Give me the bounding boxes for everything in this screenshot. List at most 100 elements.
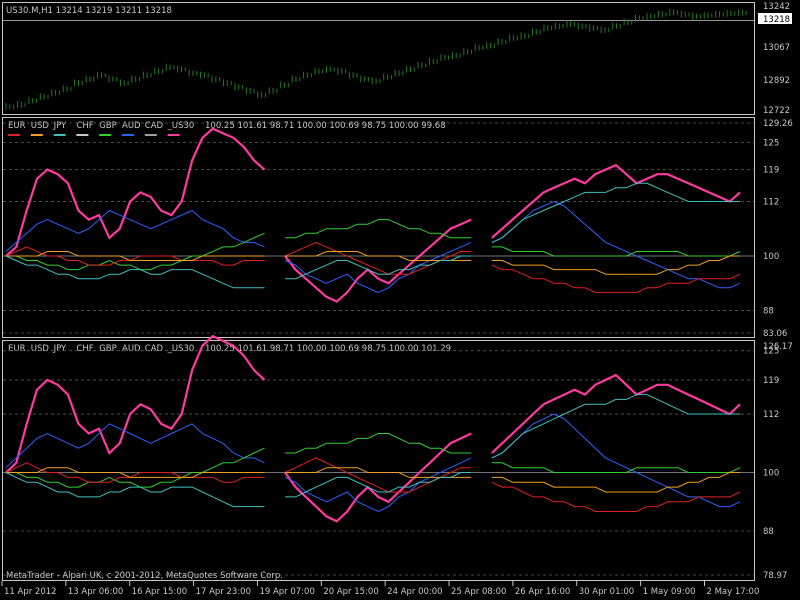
legend-label-gbp: GBP xyxy=(99,121,117,131)
price-panel-border xyxy=(2,2,755,115)
legend-label-jpy: JPY xyxy=(53,344,67,354)
y-tick-label: 119 xyxy=(763,166,779,176)
x-tick-label: 30 Apr 01:00 xyxy=(579,587,634,597)
series-line-gbp xyxy=(285,433,472,454)
y-tick-label: 119 xyxy=(763,376,779,386)
symbol-info: US30.M,H1 13214 13219 13211 13218 xyxy=(6,6,172,16)
legend-label-gbp: GBP xyxy=(99,344,117,354)
series-line-us30 xyxy=(491,163,741,239)
y-tick-label: 88 xyxy=(763,307,774,317)
y-tick-label: 129.26 xyxy=(763,119,793,129)
y-tick-label: 83.06 xyxy=(763,329,787,339)
y-ticks-panel-1: 129.26 125 119 112 100 88 83.06 xyxy=(763,119,793,339)
series-panel-1 xyxy=(5,127,741,303)
x-tick-label: 16 Apr 15:00 xyxy=(132,587,187,597)
series-line-us30 xyxy=(5,127,266,257)
panel-2-top-label: 126.17 xyxy=(763,342,793,352)
series-line-aud xyxy=(5,209,265,252)
y-ticks-panel-2: 125 119 112 100 88 78.97 xyxy=(763,347,787,581)
y-tick-label: 88 xyxy=(763,527,774,537)
current-price-box xyxy=(758,13,792,24)
series-line-jpy xyxy=(5,472,265,508)
x-tick-label: 13 Apr 06:00 xyxy=(68,587,123,597)
legend-label-us30: _US30 xyxy=(167,344,195,354)
series-line-eur xyxy=(284,241,472,275)
series-line-us30 xyxy=(5,334,266,474)
legend-values-1: 100.25 101.61 98.71 100.00 100.69 98.75 … xyxy=(205,121,446,131)
legend-label-aud: AUD xyxy=(122,121,141,131)
y-tick-label: 78.97 xyxy=(763,571,787,581)
legend-label-eur: EUR xyxy=(8,344,26,354)
legend-label-us30: _US30 xyxy=(167,121,195,131)
legend-panel-2: EUR USD JPY CHF GBP AUD CAD _US30 xyxy=(8,344,194,354)
current-price-label: 13218 xyxy=(763,15,790,25)
legend-label-aud: AUD xyxy=(122,344,141,354)
grid-panel-2 xyxy=(3,350,754,576)
grid-panel-1 xyxy=(3,122,754,334)
legend-label-usd: USD xyxy=(31,344,50,354)
indicator-panel-2-border xyxy=(2,340,755,581)
legend-values-2: 100.25 101.61 98.71 100.00 100.69 98.75 … xyxy=(205,344,451,354)
series-line-aud xyxy=(5,423,265,469)
series-line-aud xyxy=(491,200,741,289)
legend-label-eur: EUR xyxy=(8,121,26,131)
x-tick-label: 25 Apr 08:00 xyxy=(451,587,506,597)
price-y-tick-3: 12722 xyxy=(763,106,790,116)
series-line-gbp xyxy=(285,219,472,239)
copyright-text: MetaTrader - Alpari UK, c 2001-2012, Met… xyxy=(6,571,283,581)
legend-panel-1: EUR USD JPY CHF GBP AUD CAD _US30 xyxy=(8,121,195,136)
series-line-eur xyxy=(491,481,741,512)
x-tick-label: 24 Apr 00:00 xyxy=(387,587,442,597)
legend-label-chf: CHF xyxy=(76,344,93,354)
price-y-tick-2: 12892 xyxy=(763,76,790,86)
series-line-gbp xyxy=(491,462,741,473)
y-tick-label: 100 xyxy=(763,469,779,479)
series-line-jpy xyxy=(285,255,472,280)
x-tick-label: 1 May 09:00 xyxy=(643,587,696,597)
x-tick-label: 20 Apr 15:00 xyxy=(323,587,378,597)
series-line-eur xyxy=(5,462,265,483)
series-line-usd xyxy=(6,467,265,478)
series-line-gbp xyxy=(6,447,265,488)
series-line-gbp xyxy=(6,232,265,271)
series-line-aud xyxy=(284,241,472,293)
legend-label-cad: CAD xyxy=(145,344,164,354)
x-tick-label: 26 Apr 16:00 xyxy=(515,587,570,597)
series-line-aud xyxy=(491,413,741,508)
series-line-jpy xyxy=(491,394,740,459)
series-line-eur xyxy=(491,264,741,293)
series-line-jpy xyxy=(491,182,740,243)
y-tick-label: 100 xyxy=(763,252,779,262)
legend-label-cad: CAD xyxy=(145,121,164,131)
y-tick-label: 112 xyxy=(763,410,779,420)
x-tick-label: 19 Apr 07:00 xyxy=(259,587,314,597)
y-tick-label: 125 xyxy=(763,347,779,357)
legend-label-usd: USD xyxy=(31,121,50,131)
x-tick-label: 11 Apr 2012 xyxy=(4,587,57,597)
series-line-eur xyxy=(5,246,265,266)
price-y-tick-1: 13067 xyxy=(763,43,790,53)
series-panel-2 xyxy=(5,334,741,523)
y-tick-label: 125 xyxy=(763,138,779,148)
x-axis: 11 Apr 2012 13 Apr 06:00 16 Apr 15:00 17 Ap… xyxy=(1,581,759,597)
series-line-gbp xyxy=(491,246,741,257)
series-line-usd xyxy=(491,472,740,493)
series-line-usd xyxy=(6,251,265,261)
x-tick-label: 2 May 17:00 xyxy=(706,587,759,597)
price-y-tick-0: 13242 xyxy=(763,2,790,12)
legend-label-chf: CHF xyxy=(76,121,93,131)
series-line-usd xyxy=(491,255,740,275)
indicator-panel-1-border xyxy=(2,117,755,338)
legend-label-jpy: JPY xyxy=(53,121,67,131)
x-tick-label: 17 Apr 23:00 xyxy=(196,587,251,597)
y-tick-label: 112 xyxy=(763,197,779,207)
series-line-jpy xyxy=(5,255,265,289)
series-line-eur xyxy=(284,457,472,493)
price-bars xyxy=(5,8,747,110)
series-line-us30 xyxy=(284,432,472,523)
series-line-aud xyxy=(284,457,472,513)
series-line-jpy xyxy=(285,472,472,498)
series-line-us30 xyxy=(491,373,741,454)
series-line-us30 xyxy=(284,218,472,303)
